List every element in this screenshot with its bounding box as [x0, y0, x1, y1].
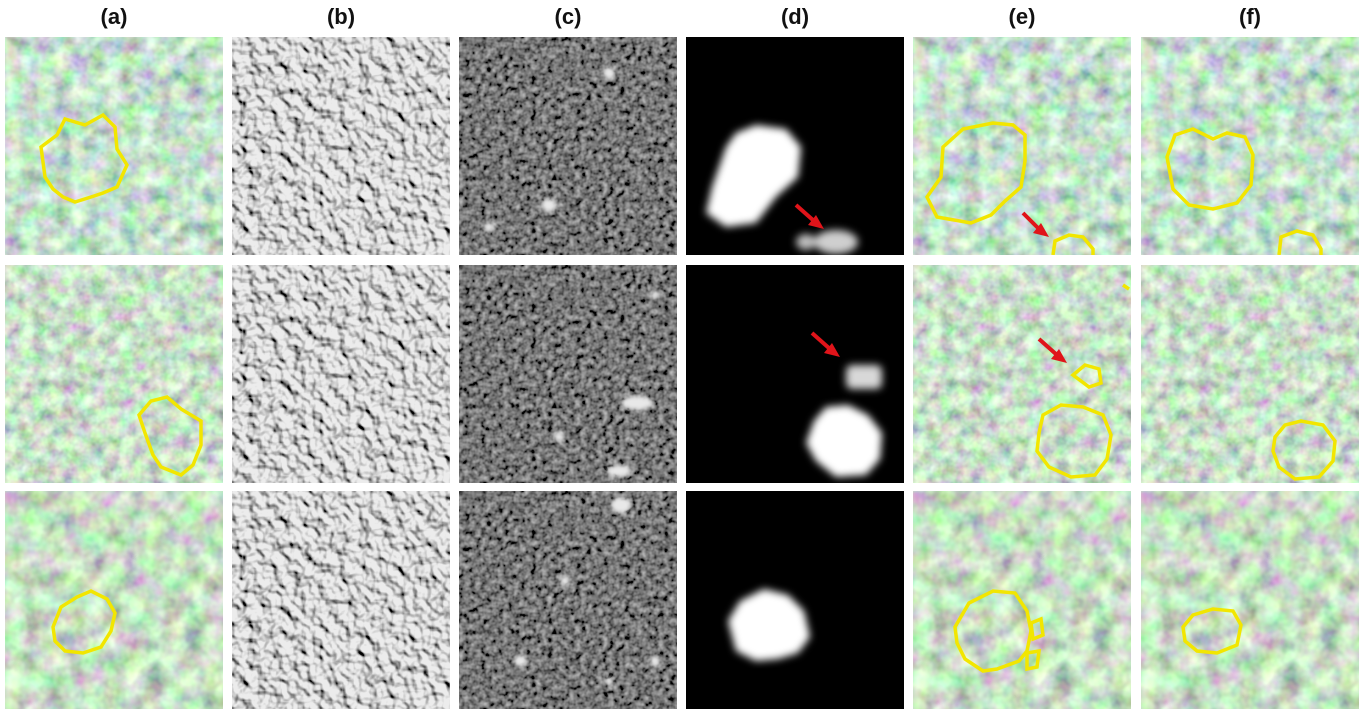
crown-outline — [137, 395, 203, 478]
panel-e-row3 — [913, 491, 1131, 709]
panel-f-row1 — [1141, 37, 1359, 255]
arrow-icon — [794, 203, 824, 229]
panel-a-row1 — [5, 37, 223, 255]
crown-outline — [1035, 403, 1113, 479]
column-label-c: (c) — [554, 4, 582, 29]
panel-f-row2 — [1141, 265, 1359, 483]
panel-c-row2 — [459, 265, 677, 483]
column-label-b: (b) — [326, 4, 356, 29]
crown-outline — [39, 112, 129, 204]
crown-outline — [1271, 419, 1337, 481]
crown-outline — [1070, 363, 1103, 389]
panel-c-row1 — [459, 37, 677, 255]
panel-f-row3 — [1141, 491, 1359, 709]
panel-d-row1 — [686, 37, 904, 255]
panel-b-row1 — [232, 37, 450, 255]
panel-a-row3 — [5, 491, 223, 709]
crown-outline — [1165, 127, 1255, 211]
column-label-d: (d) — [780, 4, 810, 29]
arrow-icon — [810, 331, 840, 357]
crown-outline — [1277, 229, 1323, 255]
column-label-a: (a) — [100, 4, 128, 29]
panel-e-row2 — [913, 265, 1131, 483]
panel-a-row2 — [5, 265, 223, 483]
panel-d-row3 — [686, 491, 904, 709]
crown-outline — [1122, 283, 1130, 291]
arrow-icon — [1021, 211, 1049, 237]
crown-outline — [953, 589, 1033, 673]
crown-outline — [1025, 616, 1045, 672]
crown-outline — [1051, 233, 1095, 255]
crown-outline — [1181, 607, 1243, 655]
crown-outline — [924, 121, 1027, 225]
crown-outline — [51, 589, 117, 655]
column-label-f: (f) — [1239, 4, 1261, 29]
column-label-e: (e) — [1008, 4, 1036, 29]
panel-e-row1 — [913, 37, 1131, 255]
panel-c-row3 — [459, 491, 677, 709]
arrow-icon — [1037, 337, 1067, 363]
panel-b-row2 — [232, 265, 450, 483]
panel-b-row3 — [232, 491, 450, 709]
panel-d-row2 — [686, 265, 904, 483]
